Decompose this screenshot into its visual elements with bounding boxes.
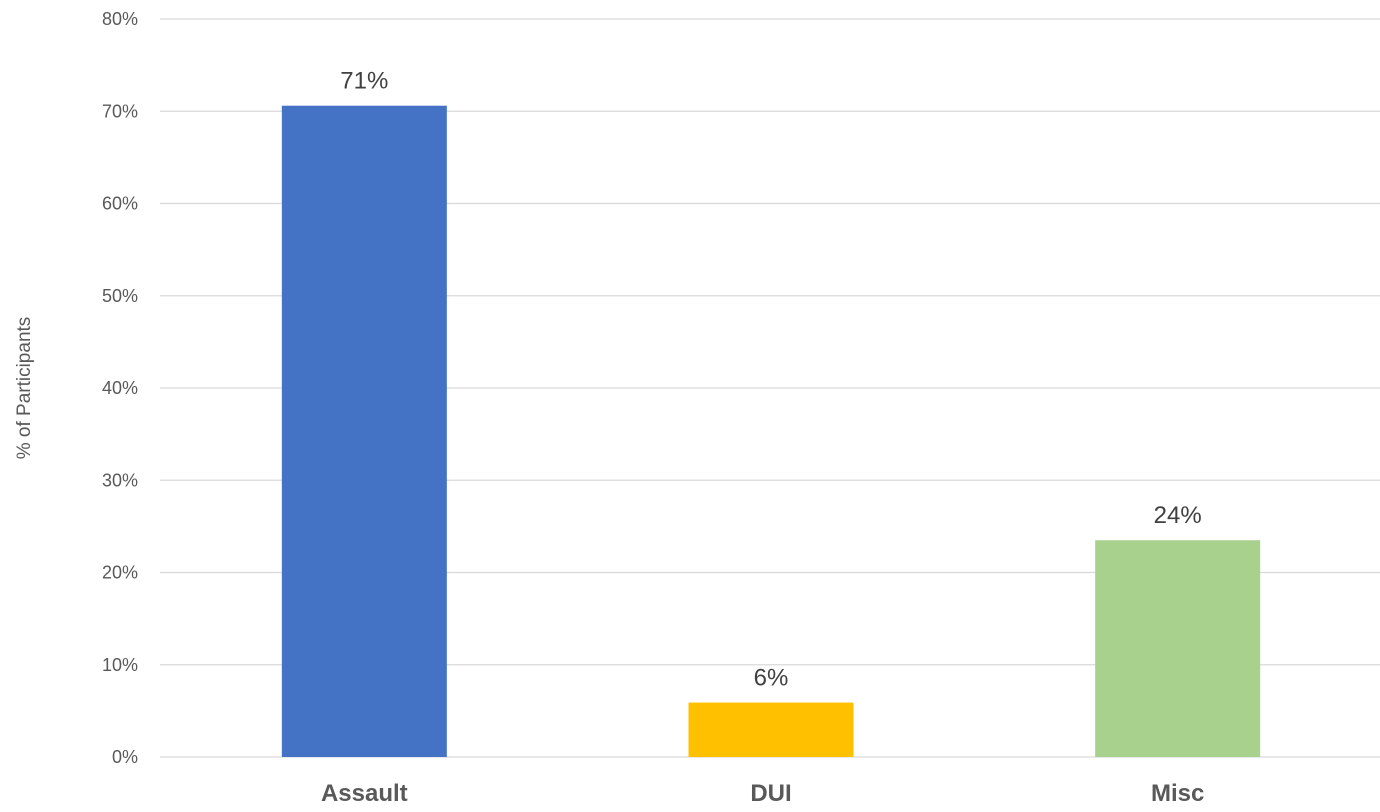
bars <box>281 105 1261 758</box>
data-labels: 71% 6% 24% <box>340 68 1201 692</box>
y-tick-label: 50% <box>102 286 138 306</box>
bar-misc <box>1095 540 1261 757</box>
y-axis-tick-labels: 0% 10% 20% 30% 40% 50% 60% 70% 80% <box>102 9 138 767</box>
y-tick-label: 20% <box>102 563 138 583</box>
y-tick-label: 70% <box>102 101 138 121</box>
data-label-assault: 71% <box>340 68 388 95</box>
category-label-misc: Misc <box>1151 780 1204 807</box>
data-label-dui: 6% <box>754 665 789 692</box>
category-label-assault: Assault <box>321 780 408 807</box>
y-tick-label: 0% <box>112 747 138 767</box>
y-axis-title: % of Participants <box>14 317 35 460</box>
bar-assault <box>281 105 447 758</box>
category-label-dui: DUI <box>750 780 791 807</box>
y-tick-label: 80% <box>102 9 138 29</box>
category-labels: Assault DUI Misc <box>321 780 1204 807</box>
y-tick-label: 40% <box>102 378 138 398</box>
data-label-misc: 24% <box>1154 502 1202 529</box>
y-tick-label: 30% <box>102 470 138 490</box>
bar-dui <box>688 702 854 757</box>
y-tick-label: 60% <box>102 194 138 214</box>
y-tick-label: 10% <box>102 655 138 675</box>
